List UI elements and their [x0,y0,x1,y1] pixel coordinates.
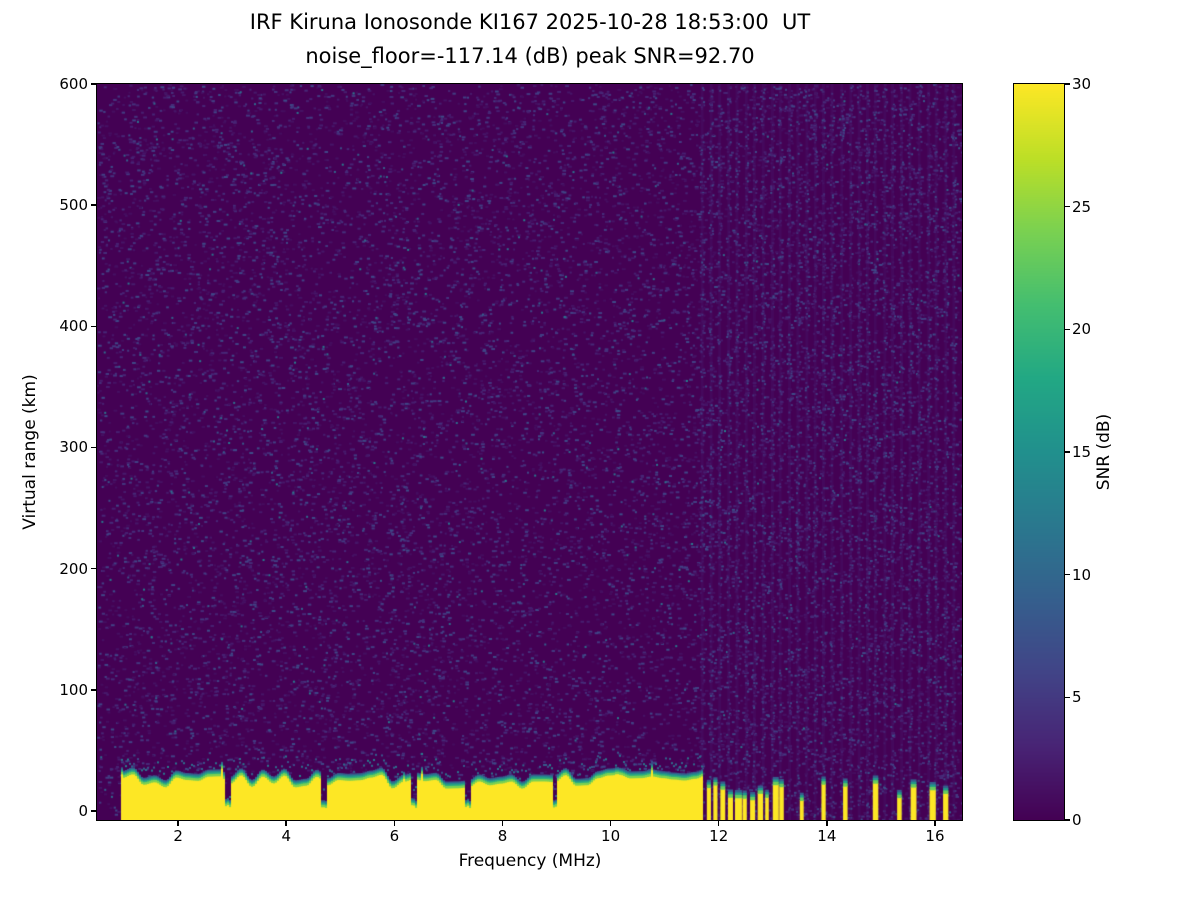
colorbar-tick-mark [1065,573,1070,576]
y-tick-mark [91,83,96,85]
y-tick-label: 600 [59,75,88,93]
colorbar-tick-label: 10 [1072,565,1092,584]
y-tick-mark [91,810,96,812]
colorbar [1013,83,1065,821]
y-tick-mark [91,689,96,691]
colorbar-gradient-canvas [1014,84,1064,820]
y-tick-label: 0 [78,801,88,820]
chart-title: IRF Kiruna Ionosonde KI167 2025-10-28 18… [249,10,811,34]
colorbar-tick-mark [1065,205,1070,208]
y-tick-label: 100 [59,680,88,699]
colorbar-tick-label: 20 [1072,320,1092,339]
x-tick-label: 16 [925,827,945,845]
x-tick-mark [717,821,720,826]
x-tick-label: 4 [281,827,291,845]
x-tick-mark [826,821,828,826]
colorbar-tick-label: 15 [1072,443,1092,461]
chart-subtitle: noise_floor=-117.14 (dB) peak SNR=92.70 [305,44,755,68]
y-tick-mark [91,567,96,570]
y-tick-mark [91,446,96,449]
y-tick-label: 500 [59,196,88,215]
y-tick-label: 300 [59,438,88,457]
x-tick-mark [177,821,179,826]
x-tick-label: 6 [389,827,400,845]
y-tick-mark [91,325,96,328]
y-tick-label: 200 [59,559,88,578]
colorbar-tick-label: 0 [1072,811,1082,829]
y-tick-label: 400 [59,317,88,336]
colorbar-tick-label: 5 [1072,688,1082,707]
x-tick-mark [285,821,287,826]
y-tick-mark [91,204,96,206]
x-tick-mark [609,821,612,826]
x-tick-label: 10 [601,827,621,845]
x-tick-mark [501,821,504,826]
x-axis-label: Frequency (MHz) [458,851,602,871]
colorbar-tick-mark [1065,819,1070,821]
x-tick-label: 2 [173,827,183,845]
x-tick-mark [393,821,396,826]
colorbar-tick-label: 30 [1072,75,1092,93]
x-tick-label: 14 [817,827,837,845]
colorbar-tick-mark [1065,83,1070,85]
plot-area [96,83,963,821]
x-tick-label: 12 [709,827,729,845]
colorbar-tick-mark [1065,451,1070,453]
x-tick-mark [934,821,936,826]
colorbar-tick-mark [1065,696,1070,699]
x-tick-label: 8 [497,827,508,845]
heatmap-canvas [97,84,962,820]
colorbar-tick-label: 25 [1072,197,1092,216]
colorbar-tick-mark [1065,328,1070,331]
